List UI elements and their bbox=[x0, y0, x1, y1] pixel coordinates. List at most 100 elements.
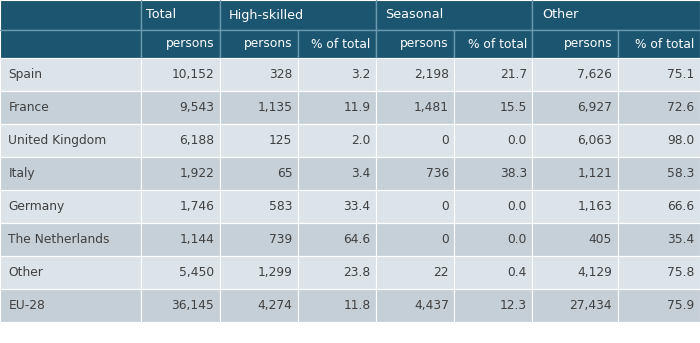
Bar bbox=[298, 157, 376, 190]
Bar bbox=[454, 289, 533, 322]
Text: 33.4: 33.4 bbox=[344, 200, 370, 213]
Bar bbox=[220, 157, 298, 190]
Text: 75.8: 75.8 bbox=[667, 266, 694, 279]
Text: 3.2: 3.2 bbox=[351, 68, 370, 81]
Bar bbox=[220, 30, 298, 58]
Bar bbox=[376, 157, 454, 190]
Text: persons: persons bbox=[244, 37, 293, 50]
Bar bbox=[618, 223, 700, 256]
Bar bbox=[141, 190, 220, 223]
Bar bbox=[618, 58, 700, 91]
Bar bbox=[0, 91, 141, 124]
Bar bbox=[220, 223, 298, 256]
Text: 328: 328 bbox=[269, 68, 293, 81]
Text: 75.9: 75.9 bbox=[667, 299, 694, 312]
Text: Spain: Spain bbox=[8, 68, 43, 81]
Text: 5,450: 5,450 bbox=[179, 266, 214, 279]
Text: 10,152: 10,152 bbox=[172, 68, 214, 81]
Text: % of total: % of total bbox=[468, 37, 527, 50]
Bar bbox=[533, 58, 618, 91]
Text: 3.4: 3.4 bbox=[351, 167, 370, 180]
Bar bbox=[298, 289, 376, 322]
Text: 6,063: 6,063 bbox=[578, 134, 612, 147]
Text: 1,481: 1,481 bbox=[414, 101, 449, 114]
Bar bbox=[298, 58, 376, 91]
Bar bbox=[454, 91, 533, 124]
Bar bbox=[376, 256, 454, 289]
Bar bbox=[298, 256, 376, 289]
Text: 12.3: 12.3 bbox=[500, 299, 527, 312]
Bar bbox=[618, 91, 700, 124]
Bar bbox=[0, 256, 141, 289]
Text: 0.0: 0.0 bbox=[508, 134, 527, 147]
Bar bbox=[141, 157, 220, 190]
Text: 1,121: 1,121 bbox=[578, 167, 612, 180]
Bar bbox=[298, 124, 376, 157]
Text: High-skilled: High-skilled bbox=[229, 9, 304, 22]
Text: 64.6: 64.6 bbox=[344, 233, 370, 246]
Text: 7,626: 7,626 bbox=[578, 68, 612, 81]
Bar bbox=[141, 124, 220, 157]
Bar bbox=[618, 256, 700, 289]
Text: Italy: Italy bbox=[8, 167, 35, 180]
Text: 4,437: 4,437 bbox=[414, 299, 449, 312]
Bar bbox=[454, 157, 533, 190]
Text: 125: 125 bbox=[269, 134, 293, 147]
Text: 4,129: 4,129 bbox=[578, 266, 612, 279]
Text: 0: 0 bbox=[441, 134, 449, 147]
Bar bbox=[533, 124, 618, 157]
Text: 739: 739 bbox=[269, 233, 293, 246]
Text: 11.9: 11.9 bbox=[344, 101, 370, 114]
Bar bbox=[0, 157, 141, 190]
Text: 66.6: 66.6 bbox=[667, 200, 694, 213]
Bar bbox=[220, 256, 298, 289]
Bar bbox=[220, 190, 298, 223]
Text: 6,188: 6,188 bbox=[179, 134, 214, 147]
Bar bbox=[0, 223, 141, 256]
Bar bbox=[376, 190, 454, 223]
Bar bbox=[298, 30, 376, 58]
Bar bbox=[376, 58, 454, 91]
Text: Germany: Germany bbox=[8, 200, 64, 213]
Bar bbox=[141, 58, 220, 91]
Bar bbox=[454, 223, 533, 256]
Bar bbox=[376, 223, 454, 256]
Text: 27,434: 27,434 bbox=[570, 299, 612, 312]
Bar bbox=[220, 0, 376, 30]
Text: France: France bbox=[8, 101, 49, 114]
Text: 36,145: 36,145 bbox=[172, 299, 214, 312]
Text: 1,144: 1,144 bbox=[179, 233, 214, 246]
Text: % of total: % of total bbox=[312, 37, 370, 50]
Bar bbox=[376, 30, 454, 58]
Bar bbox=[220, 124, 298, 157]
Bar bbox=[533, 91, 618, 124]
Bar bbox=[0, 0, 141, 30]
Bar bbox=[141, 289, 220, 322]
Text: 72.6: 72.6 bbox=[667, 101, 694, 114]
Bar bbox=[618, 157, 700, 190]
Bar bbox=[141, 30, 220, 58]
Text: 98.0: 98.0 bbox=[667, 134, 694, 147]
Text: 583: 583 bbox=[269, 200, 293, 213]
Text: Other: Other bbox=[542, 9, 579, 22]
Text: 2.0: 2.0 bbox=[351, 134, 370, 147]
Text: 11.8: 11.8 bbox=[343, 299, 370, 312]
Text: 0: 0 bbox=[441, 233, 449, 246]
Bar bbox=[298, 223, 376, 256]
Text: 58.3: 58.3 bbox=[667, 167, 694, 180]
Text: Total: Total bbox=[146, 9, 176, 22]
Bar bbox=[533, 157, 618, 190]
Bar bbox=[376, 289, 454, 322]
Text: 75.1: 75.1 bbox=[667, 68, 694, 81]
Bar bbox=[298, 190, 376, 223]
Text: persons: persons bbox=[166, 37, 214, 50]
Text: 1,135: 1,135 bbox=[258, 101, 293, 114]
Text: 1,299: 1,299 bbox=[258, 266, 293, 279]
Bar bbox=[454, 256, 533, 289]
Text: United Kingdom: United Kingdom bbox=[8, 134, 106, 147]
Bar bbox=[376, 91, 454, 124]
Text: 23.8: 23.8 bbox=[343, 266, 370, 279]
Text: 2,198: 2,198 bbox=[414, 68, 449, 81]
Text: 0: 0 bbox=[441, 200, 449, 213]
Text: 9,543: 9,543 bbox=[179, 101, 214, 114]
